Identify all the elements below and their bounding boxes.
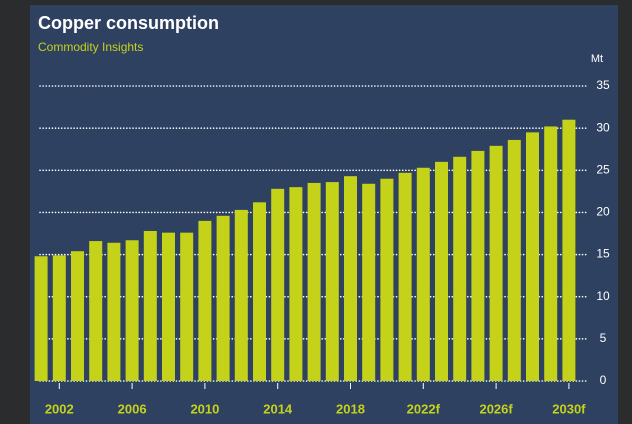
bar	[253, 202, 266, 381]
chart-subtitle: Commodity Insights	[38, 40, 143, 54]
x-tick-label: 2002	[45, 401, 74, 416]
bar	[125, 240, 139, 381]
y-tick-label: 5	[600, 331, 607, 345]
x-tick-label: 2026f	[479, 401, 513, 416]
y-tick-label: 15	[596, 247, 610, 261]
bar	[526, 132, 539, 381]
y-tick-label: 10	[596, 289, 610, 303]
y-tick-label: 25	[596, 162, 610, 176]
y-tick-label: 35	[596, 78, 610, 92]
y-tick-label: 0	[600, 373, 607, 387]
bar	[289, 187, 303, 381]
x-tick-label: 2010	[190, 401, 219, 416]
bar	[380, 178, 394, 381]
bar	[307, 182, 321, 381]
bar	[34, 256, 48, 381]
bar	[489, 145, 503, 381]
bar	[216, 215, 230, 381]
bar	[107, 242, 121, 381]
bar	[52, 255, 66, 381]
bar	[325, 182, 339, 381]
bar	[471, 150, 485, 381]
y-tick-label: 30	[596, 120, 610, 134]
bar	[562, 119, 576, 381]
x-tick-label: 2030f	[552, 401, 586, 416]
bar	[362, 183, 376, 381]
bar	[234, 209, 248, 381]
chart-title: Copper consumption	[38, 13, 219, 33]
bar	[71, 251, 84, 381]
bar	[544, 126, 558, 381]
x-tick-label: 2014	[263, 401, 293, 416]
bar	[143, 230, 157, 381]
y-unit: Mt	[591, 53, 603, 65]
bar	[271, 188, 285, 381]
x-tick-label: 2022f	[407, 401, 441, 416]
bar	[180, 232, 194, 381]
bar	[398, 172, 412, 381]
bar	[344, 176, 357, 381]
bar	[435, 161, 448, 381]
bar	[507, 139, 521, 381]
bar	[453, 156, 467, 381]
bar	[89, 241, 103, 381]
bar	[198, 220, 212, 381]
y-tick-label: 20	[596, 205, 610, 219]
x-tick-label: 2006	[118, 401, 147, 416]
bar	[416, 167, 430, 381]
x-tick-label: 2018	[336, 401, 365, 416]
bar	[162, 232, 175, 381]
